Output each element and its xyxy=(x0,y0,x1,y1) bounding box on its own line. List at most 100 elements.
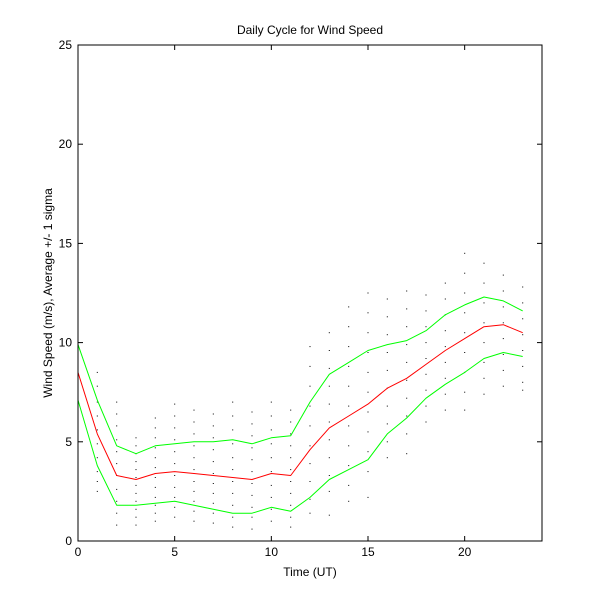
observation-dot-20-3 xyxy=(464,312,466,314)
observation-dot-16-3 xyxy=(386,352,388,353)
series-line-0 xyxy=(77,296,523,455)
observation-dot-23-7 xyxy=(522,389,524,391)
observation-dot-3-7 xyxy=(135,492,137,494)
observation-dot-18-8 xyxy=(425,421,427,423)
observation-dot-16-4 xyxy=(386,369,388,371)
observation-dot-11-4 xyxy=(290,457,292,459)
observation-dot-18-6 xyxy=(425,389,427,391)
observation-dot-20-2 xyxy=(464,292,466,294)
observation-dot-2-1 xyxy=(116,413,118,415)
observation-dot-5-4 xyxy=(174,451,176,453)
observation-dot-15-8 xyxy=(367,451,369,453)
observation-dot-11-9 xyxy=(290,516,292,518)
y-tick-label-5: 25 xyxy=(59,38,73,52)
observation-dot-20-0 xyxy=(464,252,466,254)
chart-title: Daily Cycle for Wind Speed xyxy=(237,23,383,37)
observation-dot-13-4 xyxy=(328,403,330,405)
observation-dot-7-9 xyxy=(212,512,214,514)
observation-dot-1-2 xyxy=(96,401,98,403)
observation-dot-4-9 xyxy=(154,504,156,506)
observation-dot-14-3 xyxy=(348,365,350,367)
observation-dot-18-7 xyxy=(425,405,427,407)
observation-dot-9-4 xyxy=(251,459,253,461)
observation-dot-19-1 xyxy=(444,298,446,300)
observation-dot-17-7 xyxy=(406,415,408,417)
observation-dot-1-4 xyxy=(96,429,98,431)
observation-dot-9-6 xyxy=(251,483,253,484)
observation-dot-16-0 xyxy=(386,298,388,300)
observation-dot-12-3 xyxy=(309,405,311,407)
observation-dot-8-1 xyxy=(232,415,234,417)
observation-dot-1-5 xyxy=(96,443,98,445)
series-line-2 xyxy=(77,352,523,514)
observation-dot-15-4 xyxy=(367,371,369,373)
observation-dot-4-3 xyxy=(154,447,156,449)
observation-dot-4-4 xyxy=(154,457,156,459)
observation-dot-17-9 xyxy=(406,453,408,455)
observation-dot-7-7 xyxy=(212,492,214,494)
observation-dot-4-6 xyxy=(154,477,156,478)
observation-dot-23-3 xyxy=(522,334,524,336)
observation-dot-8-5 xyxy=(232,469,234,471)
observation-dot-21-2 xyxy=(483,302,485,304)
observation-dot-6-7 xyxy=(193,490,195,492)
observation-dot-13-8 xyxy=(328,475,330,476)
observation-dot-13-1 xyxy=(328,350,330,351)
observation-dot-7-10 xyxy=(212,522,214,524)
y-tick-label-2: 10 xyxy=(59,336,73,350)
observation-dot-2-3 xyxy=(116,439,118,441)
observation-dot-9-8 xyxy=(251,506,253,508)
observation-dot-21-4 xyxy=(483,342,485,344)
observation-dot-22-7 xyxy=(502,385,504,387)
observation-dot-10-7 xyxy=(270,496,272,498)
observation-dot-14-4 xyxy=(348,385,350,387)
observation-dot-15-6 xyxy=(367,411,369,413)
observation-dot-17-1 xyxy=(406,308,408,310)
observation-dot-23-5 xyxy=(522,365,524,367)
observation-dot-15-10 xyxy=(367,496,369,498)
observation-dot-4-8 xyxy=(154,496,156,498)
observation-dot-19-4 xyxy=(444,346,446,348)
observation-dot-9-3 xyxy=(251,447,253,449)
y-tick-label-1: 5 xyxy=(65,435,72,449)
observation-dot-4-11 xyxy=(154,520,156,522)
observation-dot-7-8 xyxy=(212,502,214,504)
observation-dot-23-1 xyxy=(522,302,524,304)
observation-dot-8-2 xyxy=(232,429,234,431)
observation-dot-17-4 xyxy=(406,361,408,363)
observation-dot-9-10 xyxy=(251,528,253,530)
observation-dot-6-4 xyxy=(193,457,195,459)
observation-dot-3-0 xyxy=(135,437,137,439)
observation-dot-11-6 xyxy=(290,481,292,482)
observation-dot-13-0 xyxy=(328,332,330,334)
observation-dot-12-9 xyxy=(309,512,311,514)
observation-dot-4-7 xyxy=(154,486,156,488)
observation-dot-2-5 xyxy=(116,463,118,465)
observation-dot-1-0 xyxy=(96,371,98,373)
observation-dot-9-0 xyxy=(251,411,253,413)
series-line-1 xyxy=(77,324,523,480)
observation-dot-20-7 xyxy=(464,391,466,393)
observation-dot-5-7 xyxy=(174,486,176,488)
observation-dot-20-1 xyxy=(464,272,466,274)
y-tick-label-0: 0 xyxy=(65,534,72,548)
observation-dot-8-9 xyxy=(232,516,234,518)
observation-dot-21-7 xyxy=(483,393,485,395)
observation-dot-19-7 xyxy=(444,393,446,395)
observation-dot-15-5 xyxy=(367,391,369,393)
observation-dot-23-4 xyxy=(522,350,524,351)
observation-dot-7-4 xyxy=(212,461,214,463)
observation-dot-5-9 xyxy=(174,506,176,508)
observation-dot-1-8 xyxy=(96,481,98,482)
observation-dot-8-3 xyxy=(232,443,234,445)
observation-dot-14-8 xyxy=(348,465,350,467)
observation-dot-21-3 xyxy=(483,322,485,324)
observation-dot-4-10 xyxy=(154,512,156,514)
observation-dot-18-3 xyxy=(425,342,427,344)
observation-dot-6-1 xyxy=(193,421,195,423)
observation-dot-1-7 xyxy=(96,471,98,473)
x-tick-label-2: 10 xyxy=(265,545,279,559)
series-lines xyxy=(77,296,523,514)
observation-dot-2-8 xyxy=(116,500,118,502)
